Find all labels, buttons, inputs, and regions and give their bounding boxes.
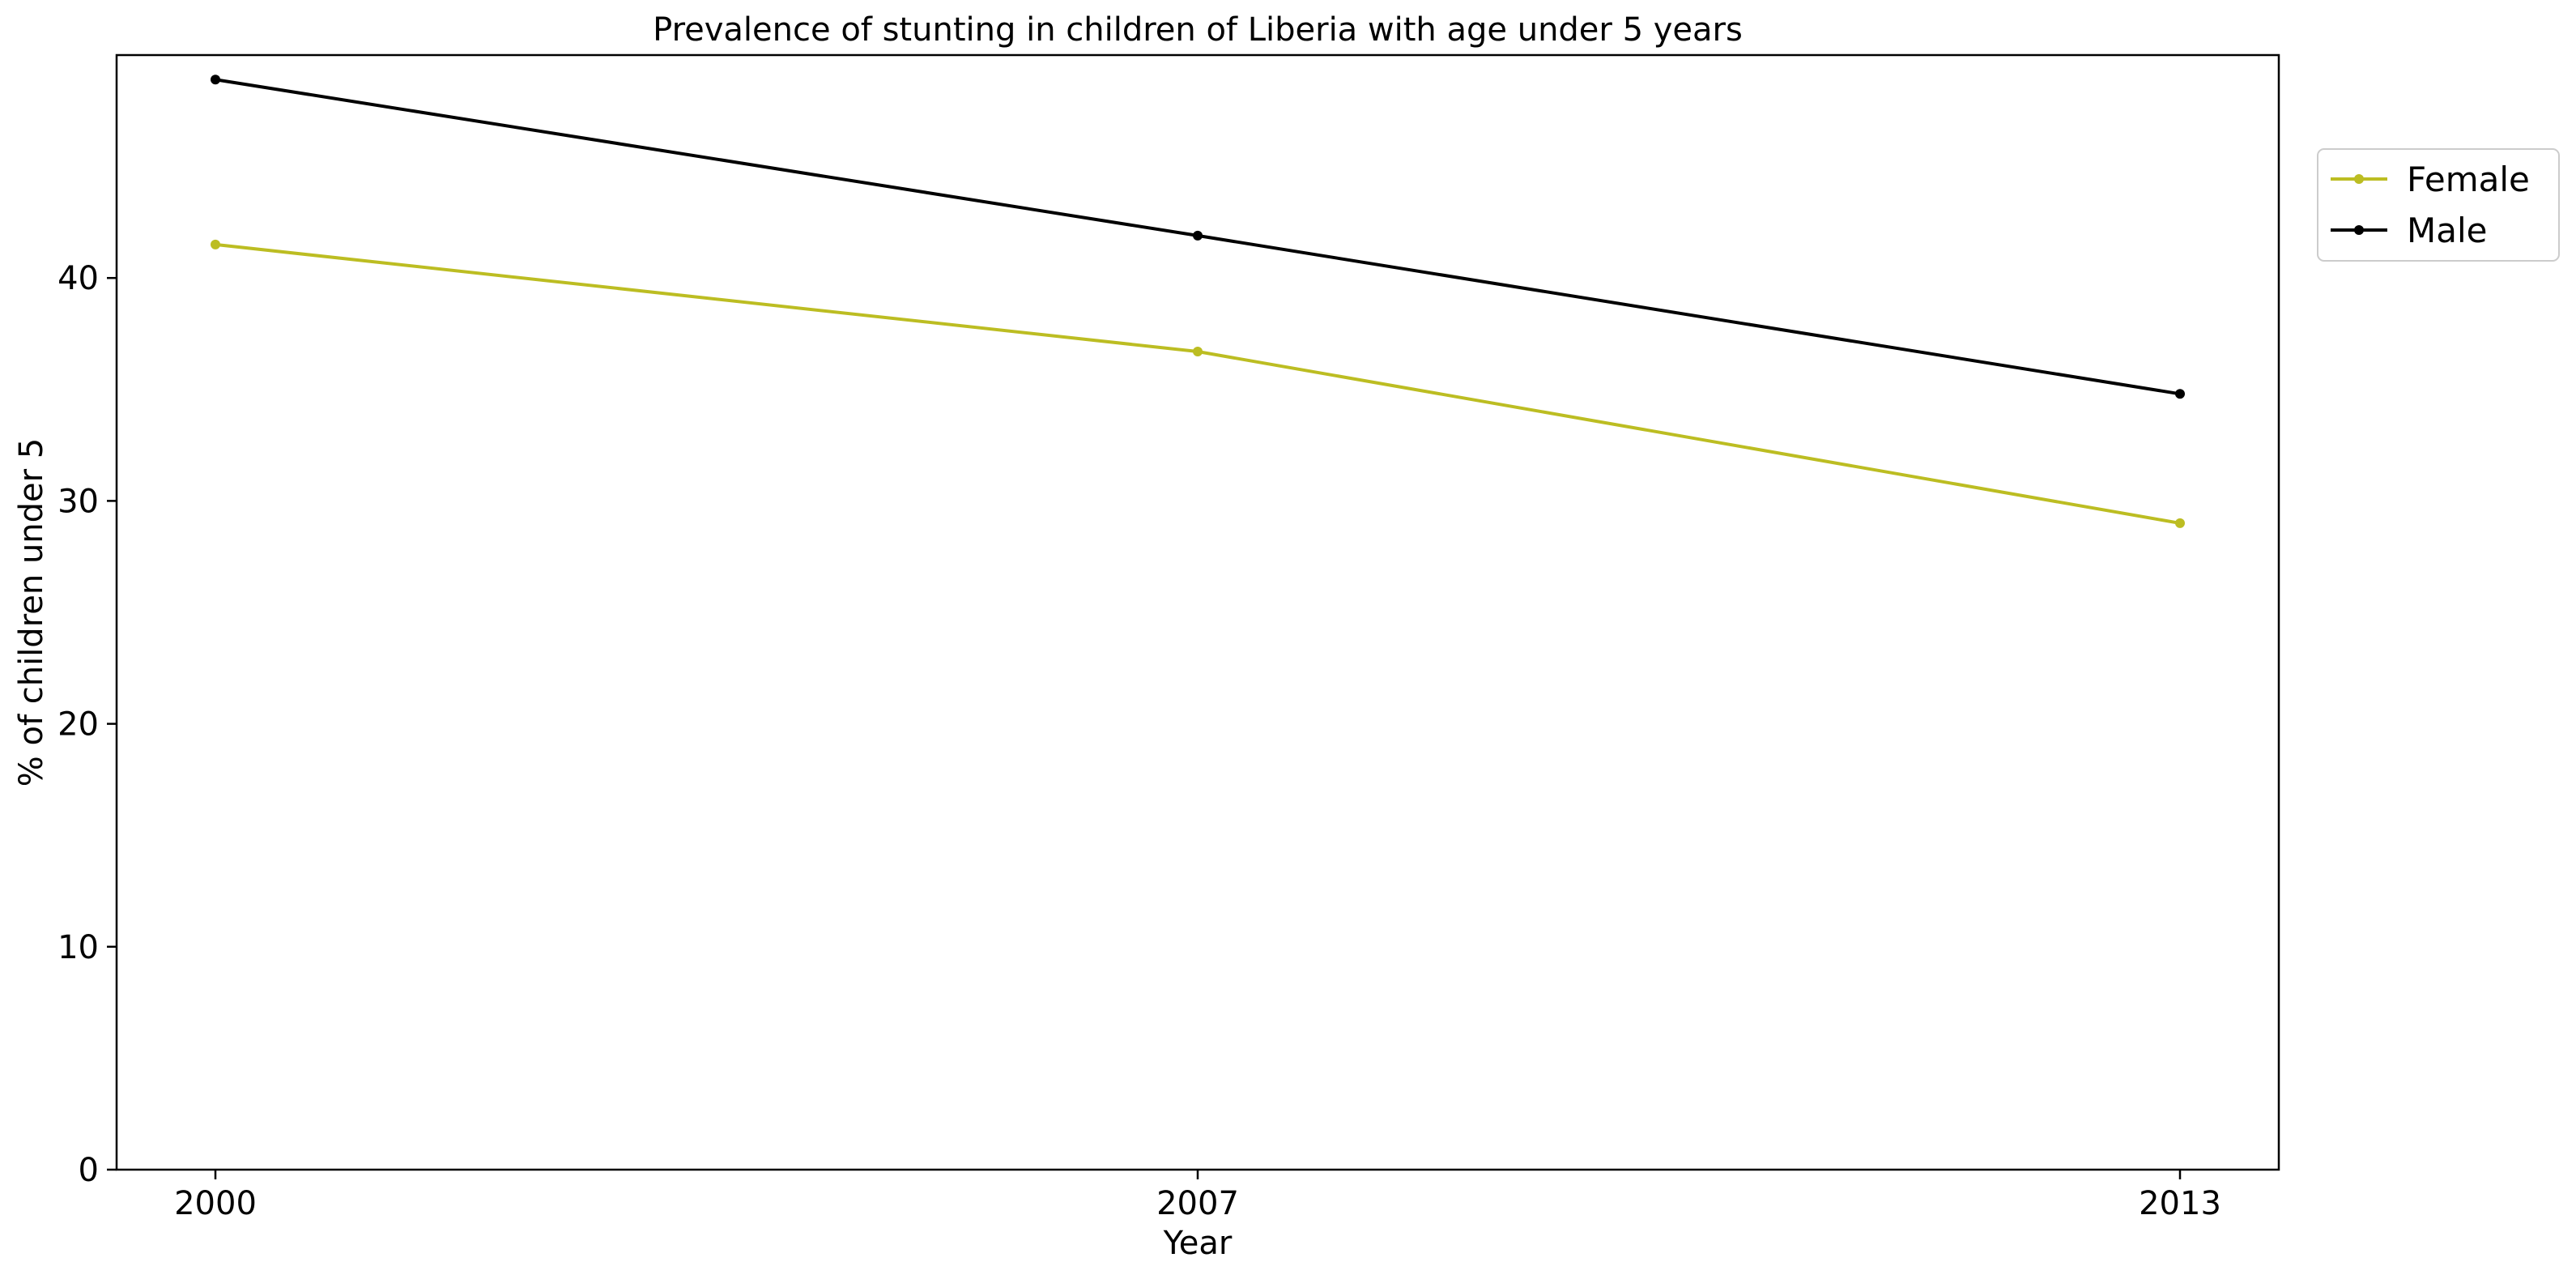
legend-label-male: Male <box>2407 211 2487 250</box>
data-point-male <box>211 75 220 85</box>
legend: Female Male <box>2317 148 2560 262</box>
y-tick-label: 20 <box>57 706 99 744</box>
data-point-male <box>1193 230 1203 241</box>
data-point-female <box>211 239 220 249</box>
data-point-female <box>1193 347 1203 357</box>
legend-marker-male <box>2354 225 2364 235</box>
y-tick-label: 10 <box>57 929 99 966</box>
series-line-female <box>215 242 2181 525</box>
chart-title: Prevalence of stunting in children of Li… <box>653 11 1743 49</box>
x-tick-label: 2000 <box>174 1185 257 1222</box>
y-axis-label: % of children under 5 <box>13 438 50 787</box>
data-point-male <box>2175 389 2185 399</box>
x-tick-label: 2007 <box>1156 1185 1239 1222</box>
series-layer <box>211 75 2185 528</box>
y-axis: 0 10 20 30 40 <box>57 260 117 1189</box>
y-tick-label: 40 <box>57 260 99 297</box>
x-axis-label: Year <box>1163 1225 1233 1262</box>
legend-box <box>2317 148 2560 262</box>
legend-marker-female <box>2354 174 2364 184</box>
legend-label-female: Female <box>2407 160 2530 199</box>
x-tick-label: 2013 <box>2139 1185 2221 1222</box>
x-axis: 2000 2007 2013 <box>174 1170 2221 1222</box>
y-tick-label: 30 <box>57 483 99 520</box>
plot-area <box>115 53 2280 1171</box>
data-point-female <box>2175 518 2185 528</box>
y-tick-label: 0 <box>79 1152 99 1189</box>
